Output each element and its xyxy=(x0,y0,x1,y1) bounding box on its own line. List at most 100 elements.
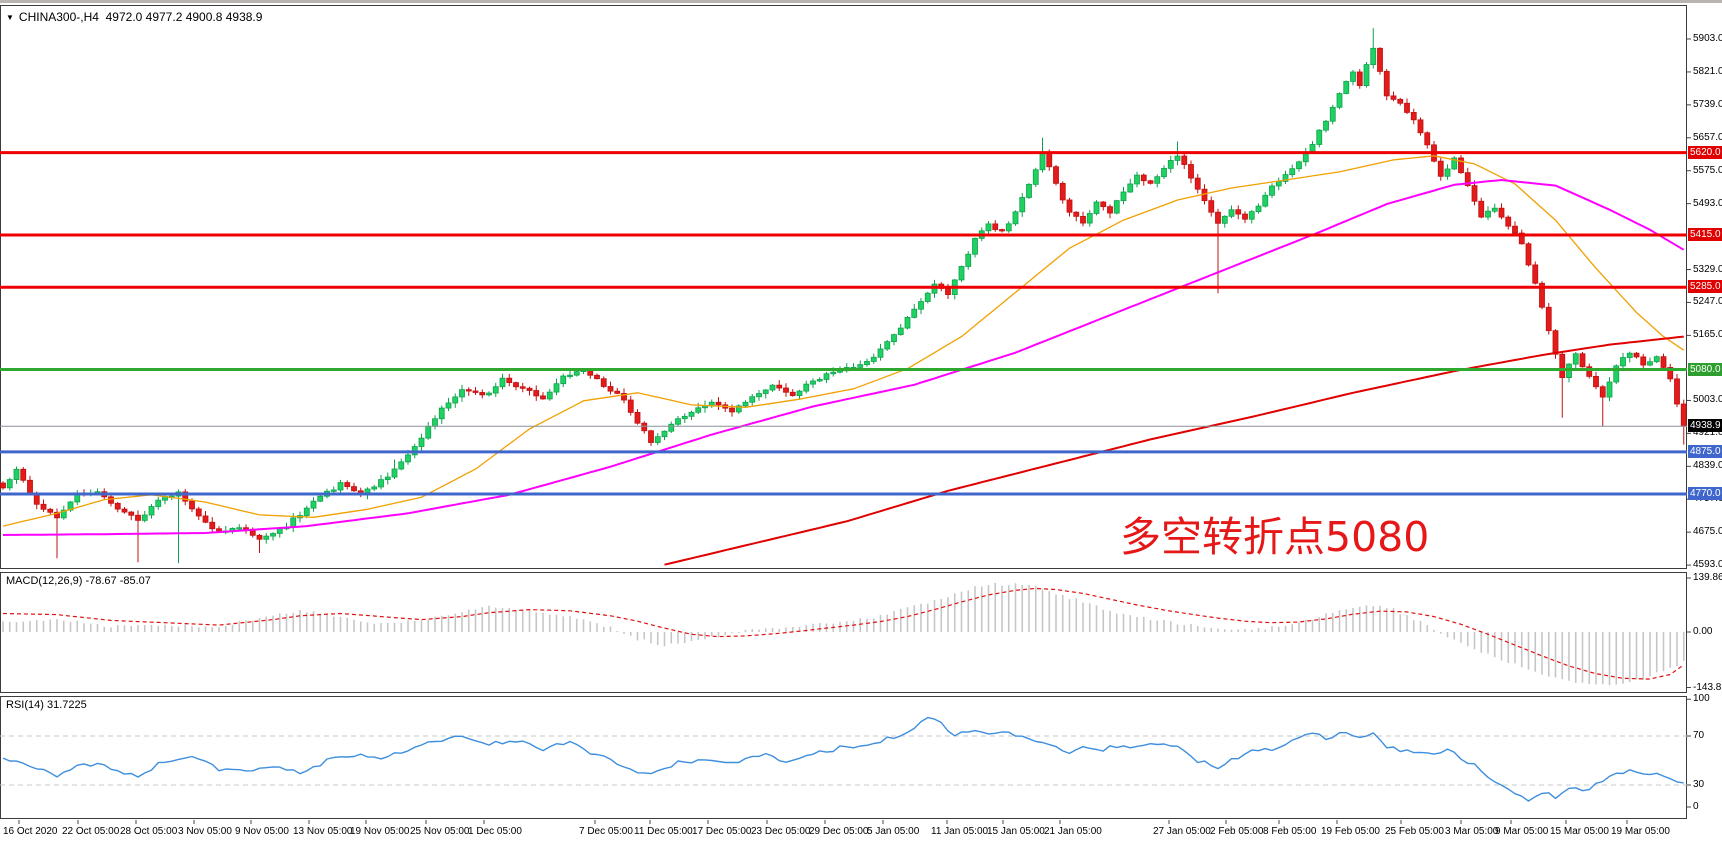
ma-mid-magenta-line xyxy=(2,179,1685,536)
rsi-panel[interactable] xyxy=(0,696,1687,819)
candle-body xyxy=(600,378,607,387)
macd-panel[interactable] xyxy=(0,572,1687,693)
candle-body xyxy=(1167,160,1174,169)
candle-body xyxy=(1194,177,1201,190)
dropdown-arrow-icon: ▼ xyxy=(6,13,14,22)
candle-body xyxy=(20,468,27,481)
candle-body xyxy=(209,521,216,530)
candle-body xyxy=(1134,174,1140,185)
symbol-title: ▼ CHINA300-,H4 4972.0 4977.2 4900.8 4938.… xyxy=(6,10,262,24)
candle-body xyxy=(1282,174,1289,182)
candle-body xyxy=(351,486,357,492)
candle-body xyxy=(6,479,13,489)
candle-body xyxy=(243,527,249,530)
rsi-line xyxy=(2,716,1684,802)
candle-body xyxy=(695,407,702,413)
candle-body xyxy=(1620,357,1626,367)
candle-body xyxy=(1188,164,1194,179)
candle-body xyxy=(1275,181,1282,187)
price-tick-label: 5821.0 xyxy=(1693,65,1722,77)
candle-body xyxy=(1444,168,1451,177)
candle-body xyxy=(1370,47,1377,65)
rsi-tick-label: 100 xyxy=(1693,693,1710,705)
candle-body xyxy=(540,395,546,400)
candle-body xyxy=(783,387,789,393)
candle-body xyxy=(1093,201,1100,214)
candle-body xyxy=(1539,282,1545,308)
candle-body xyxy=(897,327,904,336)
candle-body xyxy=(519,386,526,389)
candle-body xyxy=(371,486,378,490)
time-tick-label: 3 Mar 05:00 xyxy=(1445,826,1499,837)
symbol-name: CHINA300-,H4 xyxy=(18,10,99,24)
candle-body xyxy=(465,389,472,392)
candle-body xyxy=(1613,365,1620,383)
candle-body xyxy=(1586,366,1593,377)
candle-body xyxy=(202,515,209,523)
candle-body xyxy=(1127,183,1134,193)
candle-body xyxy=(1579,353,1586,368)
candle-body xyxy=(27,479,33,494)
candle-body xyxy=(310,500,317,509)
candle-body xyxy=(607,386,614,392)
candle-body xyxy=(1147,180,1154,184)
candle-body xyxy=(195,508,202,517)
candle-body xyxy=(256,534,263,540)
candle-body xyxy=(445,402,452,409)
candle-body xyxy=(1512,225,1518,234)
macd-tick-label: 139.86 xyxy=(1693,572,1722,583)
time-tick-label: 13 Nov 05:00 xyxy=(293,826,353,837)
candle-body xyxy=(398,461,405,470)
candle-body xyxy=(1012,211,1019,225)
candle-body xyxy=(985,223,992,232)
candle-body xyxy=(114,502,121,510)
candle-body xyxy=(1653,356,1660,363)
candle-body xyxy=(330,489,337,492)
time-tick-label: 25 Nov 05:00 xyxy=(410,826,470,837)
candle-body xyxy=(675,418,681,425)
candle-body xyxy=(384,476,391,481)
candle-body xyxy=(492,386,499,394)
price-badge-4938.9: 4938.9 xyxy=(1688,419,1722,433)
candle-body xyxy=(918,301,924,310)
time-tick-label: 15 Jan 05:00 xyxy=(987,826,1045,837)
candle-body xyxy=(1161,167,1167,178)
time-tick-label: 5 Jan 05:00 xyxy=(867,826,920,837)
candle-body xyxy=(1073,211,1080,217)
rsi-tick-label: 70 xyxy=(1693,730,1705,741)
chart-canvas[interactable] xyxy=(0,3,1722,844)
candle-body xyxy=(0,482,6,489)
candle-body xyxy=(1559,353,1566,378)
annotation-text: 多空转折点5080 xyxy=(1120,513,1430,561)
time-tick-label: 1 Dec 05:00 xyxy=(468,826,522,837)
candle-body xyxy=(1647,361,1653,366)
candle-body xyxy=(276,527,283,534)
candle-body xyxy=(1026,183,1032,198)
candle-body xyxy=(486,392,492,396)
candle-body xyxy=(40,503,47,510)
price-tick-label: 5575.0 xyxy=(1693,164,1722,176)
candle-body xyxy=(1545,306,1552,332)
candle-body xyxy=(1356,71,1363,86)
candle-body xyxy=(533,390,540,397)
candle-body xyxy=(1377,47,1383,72)
candle-body xyxy=(1208,200,1215,213)
time-tick-label: 7 Dec 05:00 xyxy=(579,826,633,837)
candle-body xyxy=(1593,375,1599,388)
candle-body xyxy=(749,396,756,403)
candle-body xyxy=(432,418,438,427)
candle-body xyxy=(141,514,148,521)
candle-body xyxy=(958,266,965,281)
candle-body xyxy=(796,390,803,396)
candle-body xyxy=(459,389,465,398)
candle-body xyxy=(1404,102,1410,113)
candle-body xyxy=(661,430,668,438)
candle-body xyxy=(614,390,621,394)
candle-body xyxy=(1046,152,1053,168)
candle-body xyxy=(924,292,931,302)
candle-body xyxy=(884,341,891,350)
candle-body xyxy=(479,392,486,396)
candle-body xyxy=(789,391,796,396)
candle-body xyxy=(1417,119,1424,134)
candle-body xyxy=(992,223,999,230)
